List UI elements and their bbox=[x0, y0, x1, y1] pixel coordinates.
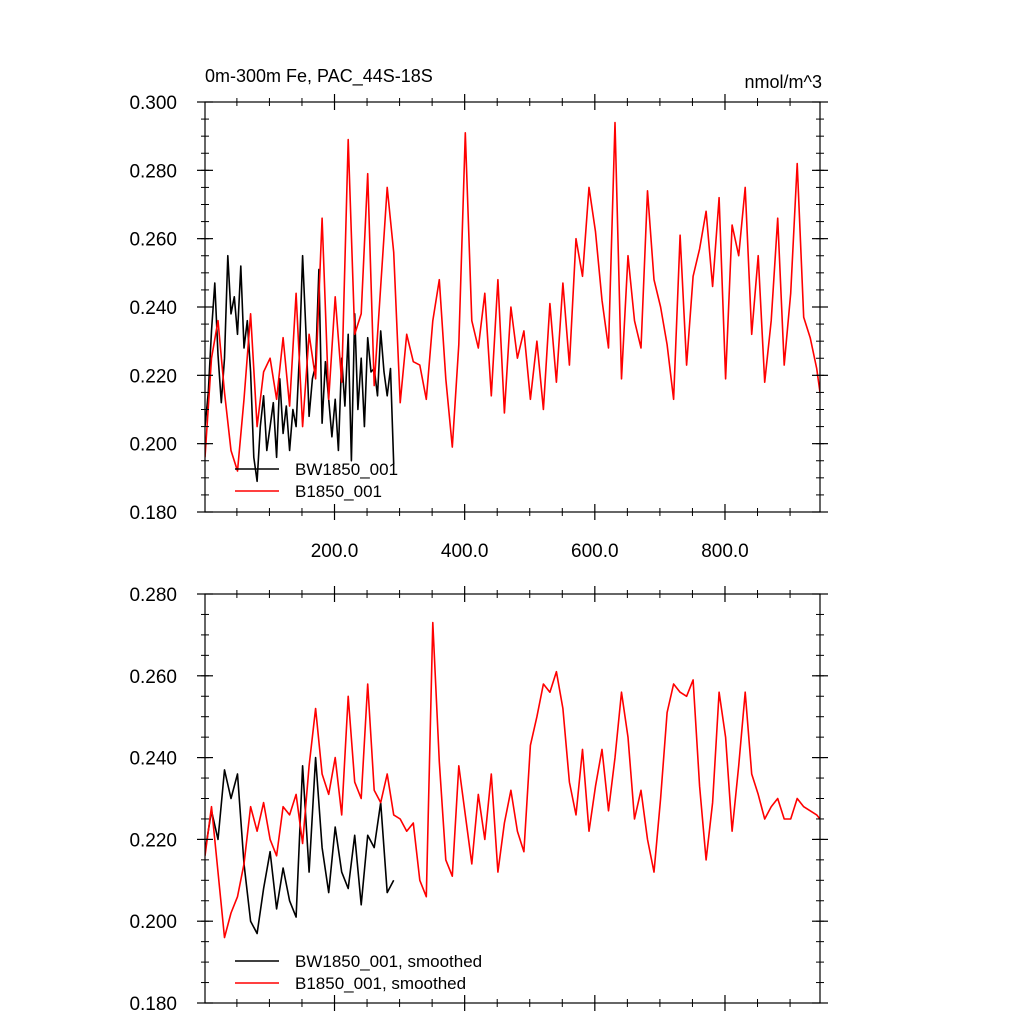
legend-label-1: B1850_001, smoothed bbox=[295, 974, 466, 993]
bottom-panel: 0.180 0.200 0.220 0.240 0.260 0.280 BW1850_001… bbox=[129, 585, 828, 1015]
y-tick-label: 0.200 bbox=[129, 435, 177, 456]
x-tick-label: 400.0 bbox=[441, 541, 489, 562]
legend-label-0: BW1850_001 bbox=[295, 460, 398, 479]
chart-title: 0m-300m Fe, PAC_44S-18S bbox=[205, 66, 433, 87]
series-line-0 bbox=[205, 756, 395, 935]
y-tick-label: 0.280 bbox=[129, 585, 177, 606]
y-tick-label: 0.200 bbox=[129, 912, 177, 933]
y-tick-label: 0.240 bbox=[129, 298, 177, 319]
x-tick-label: 200.0 bbox=[311, 541, 359, 562]
series-line-1 bbox=[205, 121, 820, 472]
x-tick-label: 800.0 bbox=[701, 541, 749, 562]
series-group bbox=[205, 621, 820, 939]
x-tick-label: 600.0 bbox=[571, 541, 619, 562]
y-tick-label: 0.300 bbox=[129, 93, 177, 114]
y-tick-label: 0.260 bbox=[129, 230, 177, 251]
y-tick-label: 0.260 bbox=[129, 667, 177, 688]
y-tick-label: 0.220 bbox=[129, 366, 177, 387]
y-tick-label: 0.180 bbox=[129, 503, 177, 524]
legend-label-1: B1850_001 bbox=[295, 482, 382, 501]
top-panel: 0m-300m Fe, PAC_44S-18S nmol/m^3 0.180 0.20… bbox=[129, 66, 828, 562]
y-tick-label: 0.280 bbox=[129, 161, 177, 182]
series-line-1 bbox=[205, 621, 820, 939]
series-group bbox=[205, 121, 820, 483]
legend-label-0: BW1850_001, smoothed bbox=[295, 952, 482, 971]
units-label: nmol/m^3 bbox=[745, 72, 822, 92]
y-tick-label: 0.180 bbox=[129, 994, 177, 1015]
y-tick-label: 0.220 bbox=[129, 830, 177, 851]
y-tick-label: 0.240 bbox=[129, 749, 177, 770]
